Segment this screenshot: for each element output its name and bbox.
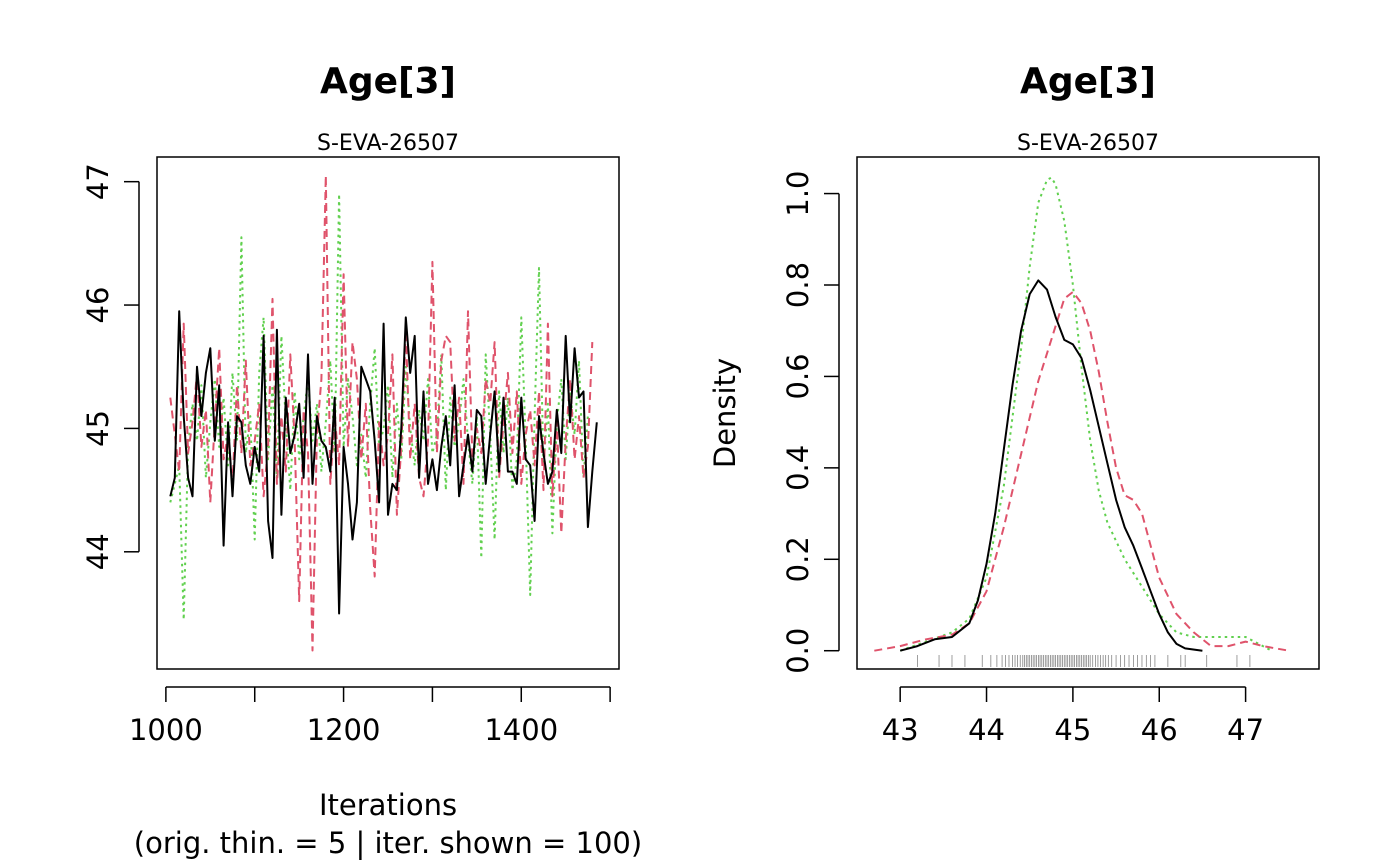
density-y-axis-label: Density xyxy=(708,358,742,468)
trace-x-tick-label: 1000 xyxy=(129,713,203,747)
trace-plot-panel: Age[3] S-EVA-26507 1000 1200 1400 44 45 46 47… xyxy=(81,61,642,860)
chain-1-density-line xyxy=(899,279,1203,652)
trace-x-axis: 1000 1200 1400 xyxy=(129,686,611,747)
density-x-tick-label: 43 xyxy=(882,713,919,747)
chain-1-trace-line xyxy=(169,310,598,615)
chain-3-density-line xyxy=(899,176,1272,652)
density-plot-title: Age[3] xyxy=(1020,61,1156,102)
trace-plot-title: Age[3] xyxy=(320,61,456,102)
density-x-tick-label: 45 xyxy=(1054,713,1091,747)
density-y-tick-label: 0.8 xyxy=(781,262,815,308)
density-x-axis: 43 44 45 46 47 xyxy=(882,686,1264,747)
density-plot-area xyxy=(874,176,1289,667)
density-y-axis: 0.0 0.2 0.4 0.6 0.8 1.0 xyxy=(781,171,840,674)
density-y-tick-label: 0.0 xyxy=(781,628,815,674)
chain-2-density-line xyxy=(874,290,1289,652)
density-y-tick-label: 0.2 xyxy=(781,536,815,582)
density-plot-panel: Age[3] S-EVA-26507 43 44 45 46 47 0.00.20.40… xyxy=(708,61,1320,747)
trace-plot-subtitle: S-EVA-26507 xyxy=(317,131,459,156)
density-x-tick-label: 46 xyxy=(1141,713,1178,747)
density-plot-subtitle: S-EVA-26507 xyxy=(1017,131,1159,156)
density-x-tick-label: 47 xyxy=(1227,713,1264,747)
chain-2-trace-line xyxy=(169,174,594,652)
trace-y-tick-label: 45 xyxy=(81,410,115,447)
trace-y-tick-label: 47 xyxy=(81,163,115,200)
trace-x-axis-sublabel: (orig. thin. = 5 | iter. shown = 100) xyxy=(134,826,642,860)
density-y-tick-label: 1.0 xyxy=(781,171,815,217)
density-y-tick-label: 0.4 xyxy=(781,445,815,491)
trace-plot-frame xyxy=(156,156,620,670)
trace-plot-area xyxy=(169,174,598,652)
density-x-tick-label: 44 xyxy=(968,713,1005,747)
trace-y-axis: 44 45 46 47 xyxy=(81,163,140,570)
trace-y-tick-label: 46 xyxy=(81,287,115,324)
trace-x-tick-label: 1200 xyxy=(307,713,381,747)
trace-x-tick-label: 1400 xyxy=(484,713,558,747)
density-y-tick-label: 0.6 xyxy=(781,353,815,399)
trace-x-axis-label: Iterations xyxy=(319,788,457,822)
chain-3-trace-line xyxy=(169,193,589,621)
density-plot-frame xyxy=(856,156,1320,670)
trace-y-tick-label: 44 xyxy=(81,533,115,570)
